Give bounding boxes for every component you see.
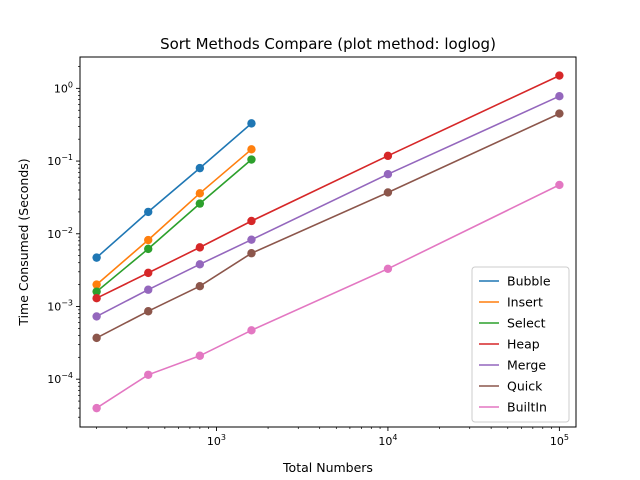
- data-point-merge: [383, 169, 393, 179]
- series-line-insert: [96, 148, 253, 286]
- legend-label-merge: Merge: [507, 358, 546, 373]
- data-point-merge: [247, 235, 256, 244]
- series-builtin: [92, 180, 564, 413]
- x-tick-label-1: 104: [378, 433, 397, 448]
- data-point-merge: [555, 92, 564, 101]
- x-tick-label-1-exponent: 4: [392, 433, 397, 442]
- data-point-builtin: [383, 264, 393, 273]
- x-axis-ticks: 103 104 105: [96, 427, 569, 448]
- data-point-select: [144, 244, 153, 254]
- legend-item-merge: Merge: [479, 358, 546, 373]
- data-point-merge: [92, 312, 101, 321]
- series-merge: [92, 92, 564, 321]
- data-point-builtin: [247, 326, 256, 335]
- series-line-merge: [96, 95, 560, 318]
- data-point-heap: [247, 216, 256, 226]
- y-tick-label-4-exponent: 0: [68, 80, 73, 89]
- data-point-builtin: [92, 403, 101, 413]
- data-point-heap: [92, 293, 101, 303]
- legend-item-select: Select: [479, 316, 546, 331]
- plot-frame: [79, 56, 577, 428]
- chart-title: Sort Methods Compare (plot method: loglo…: [160, 35, 496, 53]
- legend-item-insert: Insert: [479, 295, 543, 310]
- legend-label-quick: Quick: [507, 379, 543, 394]
- y-tick-label-3-base: 10: [47, 155, 61, 168]
- data-point-select: [247, 155, 256, 164]
- legend-label-bubble: Bubble: [507, 274, 551, 289]
- data-point-insert: [247, 145, 256, 154]
- data-point-insert: [195, 189, 205, 198]
- data-point-bubble: [195, 163, 205, 173]
- data-point-builtin: [195, 351, 205, 360]
- y-tick-label-3: 10−1: [47, 153, 73, 168]
- series-bubble: [92, 119, 256, 262]
- y-tick-label-2: 10−2: [47, 226, 73, 241]
- x-tick-label-2: 105: [550, 433, 569, 448]
- data-point-heap: [144, 268, 153, 278]
- data-point-quick: [555, 109, 564, 118]
- data-point-bubble: [144, 207, 153, 217]
- series-line-builtin: [96, 184, 560, 409]
- x-tick-label-0-exponent: 3: [221, 433, 226, 442]
- series-quick: [92, 109, 564, 343]
- y-tick-label-4: 100: [54, 80, 73, 95]
- data-point-merge: [144, 285, 153, 294]
- y-axis-label: Time Consumed (Seconds): [16, 158, 31, 326]
- y-tick-label-1-exponent: −3: [61, 298, 73, 307]
- y-tick-label-0-exponent: −4: [61, 371, 73, 380]
- y-tick-label-2-exponent: −2: [61, 226, 73, 235]
- series-line-select: [96, 158, 253, 293]
- data-point-quick: [195, 282, 205, 291]
- data-point-bubble: [92, 253, 101, 262]
- series-layer: [92, 71, 564, 413]
- data-point-bubble: [247, 119, 256, 128]
- y-tick-label-3-exponent: −1: [61, 153, 73, 162]
- data-point-builtin: [144, 370, 153, 379]
- data-point-quick: [247, 249, 256, 258]
- legend-item-heap: Heap: [479, 337, 540, 352]
- y-tick-label-1-base: 10: [47, 300, 61, 313]
- data-point-select: [92, 287, 101, 296]
- y-tick-label-1: 10−3: [47, 298, 73, 313]
- data-point-heap: [383, 151, 393, 161]
- series-line-quick: [96, 112, 560, 339]
- data-point-quick: [383, 188, 393, 197]
- x-tick-label-2-exponent: 5: [564, 433, 569, 442]
- legend-label-heap: Heap: [507, 337, 540, 352]
- legend-item-builtin: BuiltIn: [479, 400, 547, 415]
- data-point-heap: [195, 243, 205, 252]
- x-tick-label-2-base: 10: [550, 435, 564, 448]
- legend-label-insert: Insert: [507, 295, 543, 310]
- legend: Bubble Insert Select Heap Merge Quick BuiltIn: [471, 266, 570, 423]
- series-line-bubble: [96, 122, 253, 259]
- data-point-merge: [195, 260, 205, 269]
- data-point-quick: [92, 333, 101, 343]
- x-axis-label: Total Numbers: [282, 460, 373, 475]
- x-tick-label-0-base: 10: [207, 435, 221, 448]
- x-tick-label-1-base: 10: [378, 435, 392, 448]
- data-point-heap: [555, 71, 564, 80]
- data-point-insert: [92, 280, 101, 289]
- series-insert: [92, 145, 256, 289]
- legend-box: [471, 266, 570, 423]
- y-tick-label-2-base: 10: [47, 228, 61, 241]
- data-point-quick: [144, 307, 153, 316]
- series-line-heap: [96, 74, 560, 299]
- legend-item-quick: Quick: [479, 379, 543, 394]
- y-tick-label-0-base: 10: [47, 373, 61, 386]
- legend-label-builtin: BuiltIn: [507, 400, 547, 415]
- y-tick-label-4-base: 10: [54, 82, 68, 95]
- series-heap: [92, 71, 564, 303]
- data-point-insert: [144, 235, 153, 245]
- legend-label-select: Select: [507, 316, 546, 331]
- data-point-select: [195, 199, 205, 208]
- series-select: [92, 155, 256, 296]
- data-point-builtin: [555, 180, 564, 190]
- y-tick-label-0: 10−4: [47, 371, 73, 386]
- x-tick-label-0: 103: [207, 433, 226, 448]
- legend-item-bubble: Bubble: [479, 274, 551, 289]
